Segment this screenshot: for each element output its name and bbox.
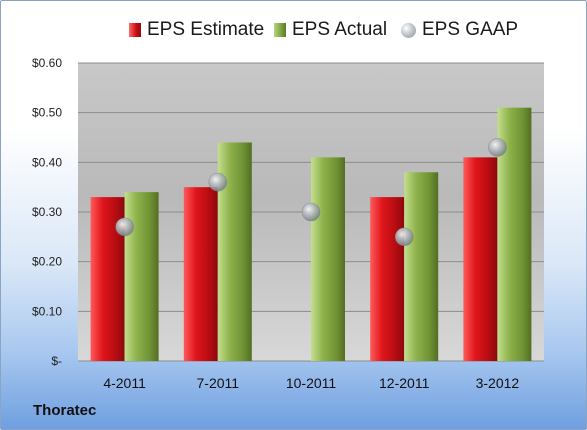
y-tick-label: $- xyxy=(51,354,62,368)
eps-gaap-marker xyxy=(301,202,321,222)
legend-swatch-estimate xyxy=(129,23,141,37)
bar-eps-actual xyxy=(404,172,439,361)
y-tick-label: $0.20 xyxy=(32,255,62,269)
eps-gaap-marker xyxy=(208,172,228,192)
x-tick-label: 3-2012 xyxy=(476,375,520,391)
y-tick-label: $0.50 xyxy=(32,106,62,120)
y-tick-label: $0.40 xyxy=(32,155,62,169)
y-axis-ticks: $0.60 $0.50 $0.40 $0.30 $0.20 $0.10 $- xyxy=(32,56,62,368)
bar-eps-estimate xyxy=(183,187,218,361)
x-tick-label: 10-2011 xyxy=(286,375,337,391)
y-tick-label: $0.10 xyxy=(32,304,62,318)
bar-eps-actual xyxy=(124,192,159,361)
eps-gaap-marker xyxy=(488,138,507,157)
legend-label-estimate: EPS Estimate xyxy=(147,19,265,40)
legend-swatch-gaap xyxy=(401,22,416,38)
x-axis-ticks: 4-2011 7-2011 10-2011 12-2011 3-2012 xyxy=(103,375,519,391)
legend-swatch-actual xyxy=(274,23,286,37)
x-tick-label: 7-2011 xyxy=(197,375,240,391)
y-tick-label: $0.30 xyxy=(32,205,62,219)
eps-gaap-marker xyxy=(394,227,414,247)
bars xyxy=(90,107,532,361)
legend-item-gaap: EPS GAAP xyxy=(401,15,518,45)
legend-label-actual: EPS Actual xyxy=(292,19,388,40)
legend-label-gaap: EPS GAAP xyxy=(422,19,519,40)
company-label: Thoratec xyxy=(33,402,97,419)
gaap-markers xyxy=(115,138,507,247)
legend-item-estimate: EPS Estimate xyxy=(129,15,264,45)
bar-eps-actual xyxy=(311,157,345,361)
bar-eps-estimate xyxy=(370,197,405,361)
x-tick-label: 4-2011 xyxy=(103,375,146,391)
y-tick-label: $0.60 xyxy=(32,56,62,70)
x-tick-label: 12-2011 xyxy=(379,375,430,391)
legend-item-actual: EPS Actual xyxy=(274,15,387,45)
eps-gaap-marker xyxy=(115,217,134,237)
legend: EPS Estimate EPS Actual EPS GAAP xyxy=(1,15,586,45)
bar-eps-estimate xyxy=(463,157,498,361)
